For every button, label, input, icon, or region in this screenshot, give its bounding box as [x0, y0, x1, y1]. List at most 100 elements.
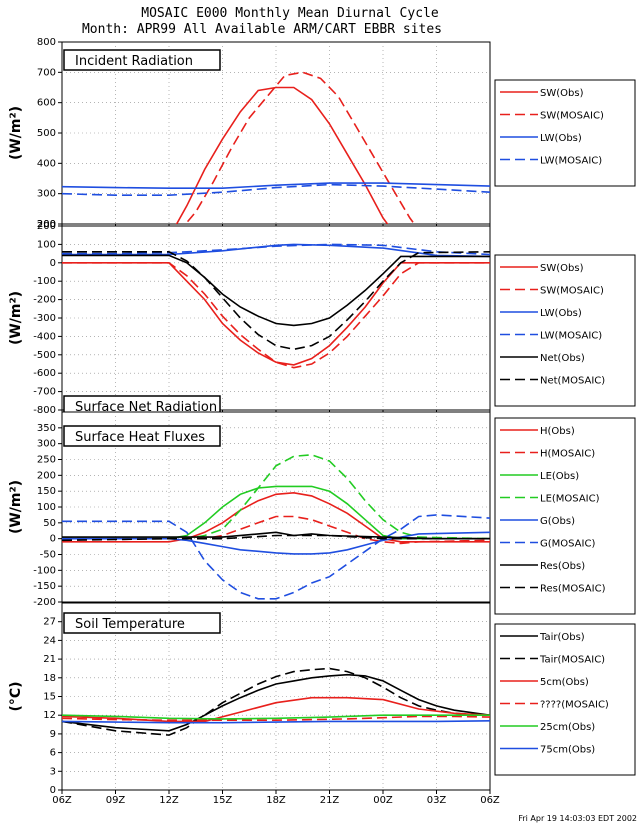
series-group	[62, 243, 490, 369]
legend-label: 75cm(Obs)	[540, 745, 595, 756]
y-tick-label: 3	[50, 766, 56, 777]
y-axis-label: (W/m²)	[8, 291, 24, 345]
series-line-tair-mosaic-	[62, 667, 490, 736]
legend-label: LW(Obs)	[540, 133, 582, 144]
legend-label: LE(MOSAIC)	[540, 494, 600, 505]
y-tick-label: -200	[33, 295, 56, 306]
legend-label: 25cm(Obs)	[540, 722, 595, 733]
y-axis-label: (W/m²)	[8, 480, 24, 534]
y-tick-label: 15	[43, 692, 56, 703]
y-tick-label: 12	[43, 710, 56, 721]
timestamp: Fri Apr 19 14:03:03 EDT 2002	[518, 814, 637, 823]
legend-label: LW(MOSAIC)	[540, 156, 602, 167]
panel-title-text: Incident Radiation	[75, 54, 193, 69]
y-tick-label: 0	[50, 785, 56, 796]
legend-label: G(MOSAIC)	[540, 539, 595, 550]
series-line-sw-obs-	[62, 261, 490, 366]
panel-title-box	[63, 425, 221, 447]
y-tick-label: 700	[37, 67, 56, 78]
y-tick-label: 350	[37, 423, 56, 434]
series-line-le-mosaic-	[62, 453, 490, 540]
y-tick-label: -50	[40, 550, 56, 561]
x-tick-label: 06Z	[480, 795, 500, 806]
legend-label: Res(MOSAIC)	[540, 584, 606, 595]
y-tick-label: 6	[50, 748, 56, 759]
series-line-lw-mosaic-	[62, 243, 490, 256]
y-tick-label: 300	[37, 439, 56, 450]
x-tick-label: 12Z	[159, 795, 179, 806]
legend-label: ????(MOSAIC)	[540, 700, 609, 711]
y-tick-label: -300	[33, 313, 56, 324]
y-tick-label: 9	[50, 729, 56, 740]
panel-title-box	[63, 612, 221, 634]
y-tick-label: 50	[43, 518, 56, 529]
series-line-g-obs-	[62, 531, 490, 555]
y-tick-label: -400	[33, 331, 56, 342]
panel-title: Soil Temperature	[63, 612, 221, 634]
x-tick-label: 06Z	[52, 795, 72, 806]
panel-title: Incident Radiation	[63, 49, 221, 71]
legend-label: SW(MOSAIC)	[540, 286, 604, 297]
legend-box	[494, 417, 636, 615]
legend-label: 5cm(Obs)	[540, 677, 589, 688]
panel-title: Surface Net Radiation	[63, 395, 221, 417]
series-line-25cm-obs-	[62, 714, 490, 720]
panel-title: Surface Heat Fluxes	[63, 425, 221, 447]
y-tick-label: 200	[37, 219, 56, 230]
panel-4: 0 3 6 9 12 15 18 21 24 27 06Z 09Z 12Z 15Z 18Z 21Z 00Z 03Z…	[8, 602, 636, 806]
y-tick-label: 27	[43, 617, 56, 628]
legend-label: LW(Obs)	[540, 308, 582, 319]
legend-label: Tair(MOSAIC)	[539, 655, 605, 666]
series-line-le-obs-	[62, 485, 490, 540]
plot-frame	[61, 602, 491, 791]
y-tick-label: 100	[37, 239, 56, 250]
series-group	[62, 667, 490, 736]
x-tick-label: 09Z	[106, 795, 126, 806]
y-tick-label: -100	[33, 565, 56, 576]
legend-box	[494, 79, 636, 187]
y-tick-label: 18	[43, 673, 56, 684]
panel-title-text: Soil Temperature	[75, 617, 185, 632]
y-tick-label: 250	[37, 455, 56, 466]
legend: H(Obs) H(MOSAIC) LE(Obs) LE(MOSAIC) G(Obs) G(…	[494, 417, 636, 615]
legend-label: Res(Obs)	[540, 561, 585, 572]
series-line-lw-mosaic-	[62, 183, 490, 196]
y-tick-label: -600	[33, 368, 56, 379]
series-line-sw-mosaic-	[62, 261, 490, 369]
x-tick-label: 03Z	[427, 795, 447, 806]
series-line-75cm-obs-	[62, 720, 490, 724]
legend-label: Net(Obs)	[540, 353, 585, 364]
legend-label: H(MOSAIC)	[540, 449, 595, 460]
series-line--mosaic-	[62, 715, 490, 722]
series-line-res-mosaic-	[62, 534, 490, 542]
y-tick-label: 24	[43, 635, 56, 646]
series-group	[62, 453, 490, 600]
y-tick-label: 150	[37, 486, 56, 497]
panel-title-box	[63, 49, 221, 71]
series-group	[62, 71, 490, 224]
figure-title-line2: Month: APR99 All Available ARM/CART EBBR…	[82, 22, 442, 37]
x-tick-label: 15Z	[213, 795, 233, 806]
legend-label: H(Obs)	[540, 426, 575, 437]
series-line-net-mosaic-	[62, 251, 490, 351]
y-tick-label: -100	[33, 276, 56, 287]
panel-2: -800 -700 -600 -500 -400 -300 -200 -100 0 100 200 (…	[8, 221, 636, 417]
series-line-lw-obs-	[62, 243, 490, 258]
legend-label: Tair(Obs)	[539, 632, 585, 643]
figure-title-line1: MOSAIC E000 Monthly Mean Diurnal Cycle	[141, 6, 439, 21]
y-tick-label: 200	[37, 470, 56, 481]
y-tick-label: 100	[37, 502, 56, 513]
panel-title-text: Surface Heat Fluxes	[75, 430, 205, 445]
panel-3: -200 -150 -100 -50 0 50 100 150 200 250 300 350 (W/m…	[8, 411, 636, 615]
legend-label: G(Obs)	[540, 516, 575, 527]
legend-label: SW(MOSAIC)	[540, 111, 604, 122]
legend: Tair(Obs) Tair(MOSAIC) 5cm(Obs) ????(MOSAIC…	[494, 623, 636, 776]
x-tick-label: 00Z	[373, 795, 393, 806]
legend-box	[494, 623, 636, 776]
x-tick-label: 21Z	[320, 795, 340, 806]
y-axis-label: (W/m²)	[8, 106, 24, 160]
x-tick-label: 18Z	[266, 795, 286, 806]
y-tick-label: -800	[33, 405, 56, 416]
